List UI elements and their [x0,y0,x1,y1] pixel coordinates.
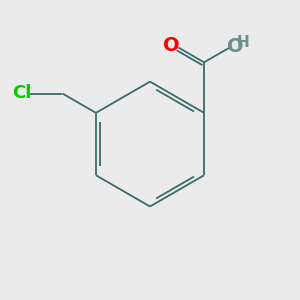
Text: Cl: Cl [12,84,31,102]
Text: H: H [237,34,250,50]
Text: O: O [164,37,180,56]
Text: O: O [227,37,244,56]
